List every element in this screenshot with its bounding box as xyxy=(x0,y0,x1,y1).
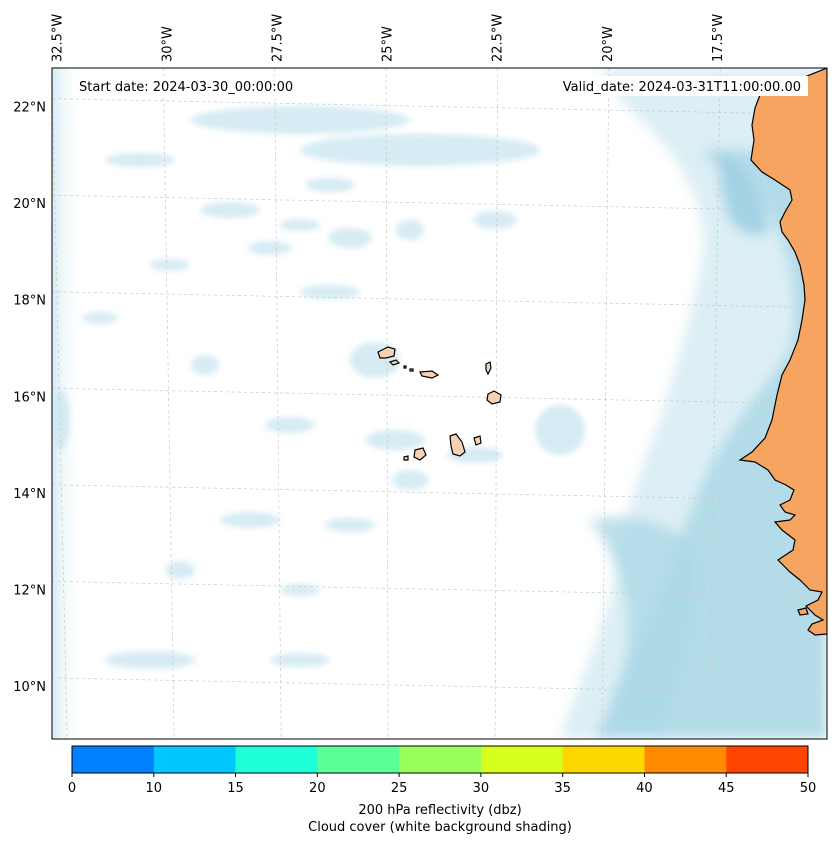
island-santiago xyxy=(449,433,466,457)
colorbar-segment xyxy=(72,746,155,773)
colorbar-tick-label: 20 xyxy=(309,781,326,796)
latitude-label: 18°N xyxy=(13,294,46,309)
latitude-label: 10°N xyxy=(13,680,46,695)
colorbar-segments xyxy=(72,746,809,773)
colorbar-segment xyxy=(644,746,727,773)
meridian-line xyxy=(162,68,175,739)
colorbar-tick-label: 0 xyxy=(68,781,76,796)
cape-verde-islands xyxy=(377,346,502,461)
meridian-line xyxy=(274,68,282,739)
map-border xyxy=(51,67,828,740)
latitude-label: 22°N xyxy=(13,101,46,116)
colorbar-segment xyxy=(317,746,400,773)
colorbar-tick-label: 15 xyxy=(227,781,244,796)
colorbar-label-line1: 200 hPa reflectivity (dbz) xyxy=(358,803,521,818)
island-maio xyxy=(473,435,482,446)
longitude-label: 32.5°W xyxy=(50,14,65,62)
cloud-cover-shading xyxy=(52,68,827,739)
colorbar-label-line2: Cloud cover (white background shading) xyxy=(308,820,572,835)
island-islets xyxy=(409,368,414,372)
island-brava xyxy=(403,455,409,461)
start-date-label: Start date: 2024-03-30_00:00:00 xyxy=(79,80,293,95)
latitude-label: 16°N xyxy=(13,390,46,405)
gridlines xyxy=(52,68,827,739)
island-sal xyxy=(485,361,492,376)
latitude-label: 20°N xyxy=(13,197,46,212)
meridian-line xyxy=(601,68,610,739)
west-africa xyxy=(738,68,827,636)
latitude-label: 14°N xyxy=(13,487,46,502)
latitude-label: 12°N xyxy=(13,583,46,598)
colorbar-segment xyxy=(399,746,482,773)
meridian-line xyxy=(385,68,389,739)
cloud-east-band xyxy=(560,68,827,739)
longitude-label: 27.5°W xyxy=(271,14,286,62)
island-fogo xyxy=(413,447,427,461)
meridian-line xyxy=(708,68,721,739)
island-santo-antao xyxy=(377,346,396,359)
longitude-labels: 32.5°W 30°W 27.5°W 25°W 22.5°W 20°W 17.5°W xyxy=(50,14,726,62)
start-date-box xyxy=(72,76,314,96)
colorbar-segment xyxy=(235,746,318,773)
island-santa-luzia xyxy=(403,365,407,369)
africa-coastline xyxy=(738,68,827,636)
longitude-label: 22.5°W xyxy=(491,14,506,62)
colorbar-segment xyxy=(480,746,564,773)
valid-date-label: Valid_date: 2024-03-31T11:00:00.00 xyxy=(563,80,801,95)
colorbar-tick-label: 50 xyxy=(800,781,817,796)
colorbar-tick-label: 45 xyxy=(718,781,735,796)
colorbar-tick-label: 10 xyxy=(146,781,163,796)
colorbar-tick-label: 30 xyxy=(473,781,490,796)
longitude-label: 17.5°W xyxy=(711,14,726,62)
valid-date-box xyxy=(538,76,808,96)
meridian-line xyxy=(52,68,68,739)
latitude-labels: 22°N 20°N 18°N 16°N 14°N 12°N 10°N xyxy=(13,101,46,695)
colorbar-border xyxy=(71,745,809,774)
longitude-label: 25°W xyxy=(381,26,396,62)
colorbar-tick-label: 40 xyxy=(636,781,653,796)
island-sao-vicente xyxy=(388,359,401,366)
colorbar-ticks: 0 10 15 20 25 30 35 40 45 50 xyxy=(68,773,816,796)
longitude-label: 20°W xyxy=(601,26,616,62)
map-panel: Start date: 2024-03-30_00:00:00 Valid_da… xyxy=(51,67,828,740)
island-sao-nicolau xyxy=(419,370,440,379)
colorbar-tick-label: 25 xyxy=(391,781,408,796)
colorbar-segment xyxy=(153,746,237,773)
longitude-label: 30°W xyxy=(160,26,175,62)
island-boa-vista xyxy=(486,390,502,405)
coastal-island xyxy=(797,607,809,616)
colorbar: 0 10 15 20 25 30 35 40 45 50 200 hPa reflectivity… xyxy=(68,745,816,835)
colorbar-segment xyxy=(562,746,645,773)
meridian-line xyxy=(494,68,498,739)
colorbar-segment xyxy=(726,746,809,773)
colorbar-tick-label: 35 xyxy=(554,781,571,796)
